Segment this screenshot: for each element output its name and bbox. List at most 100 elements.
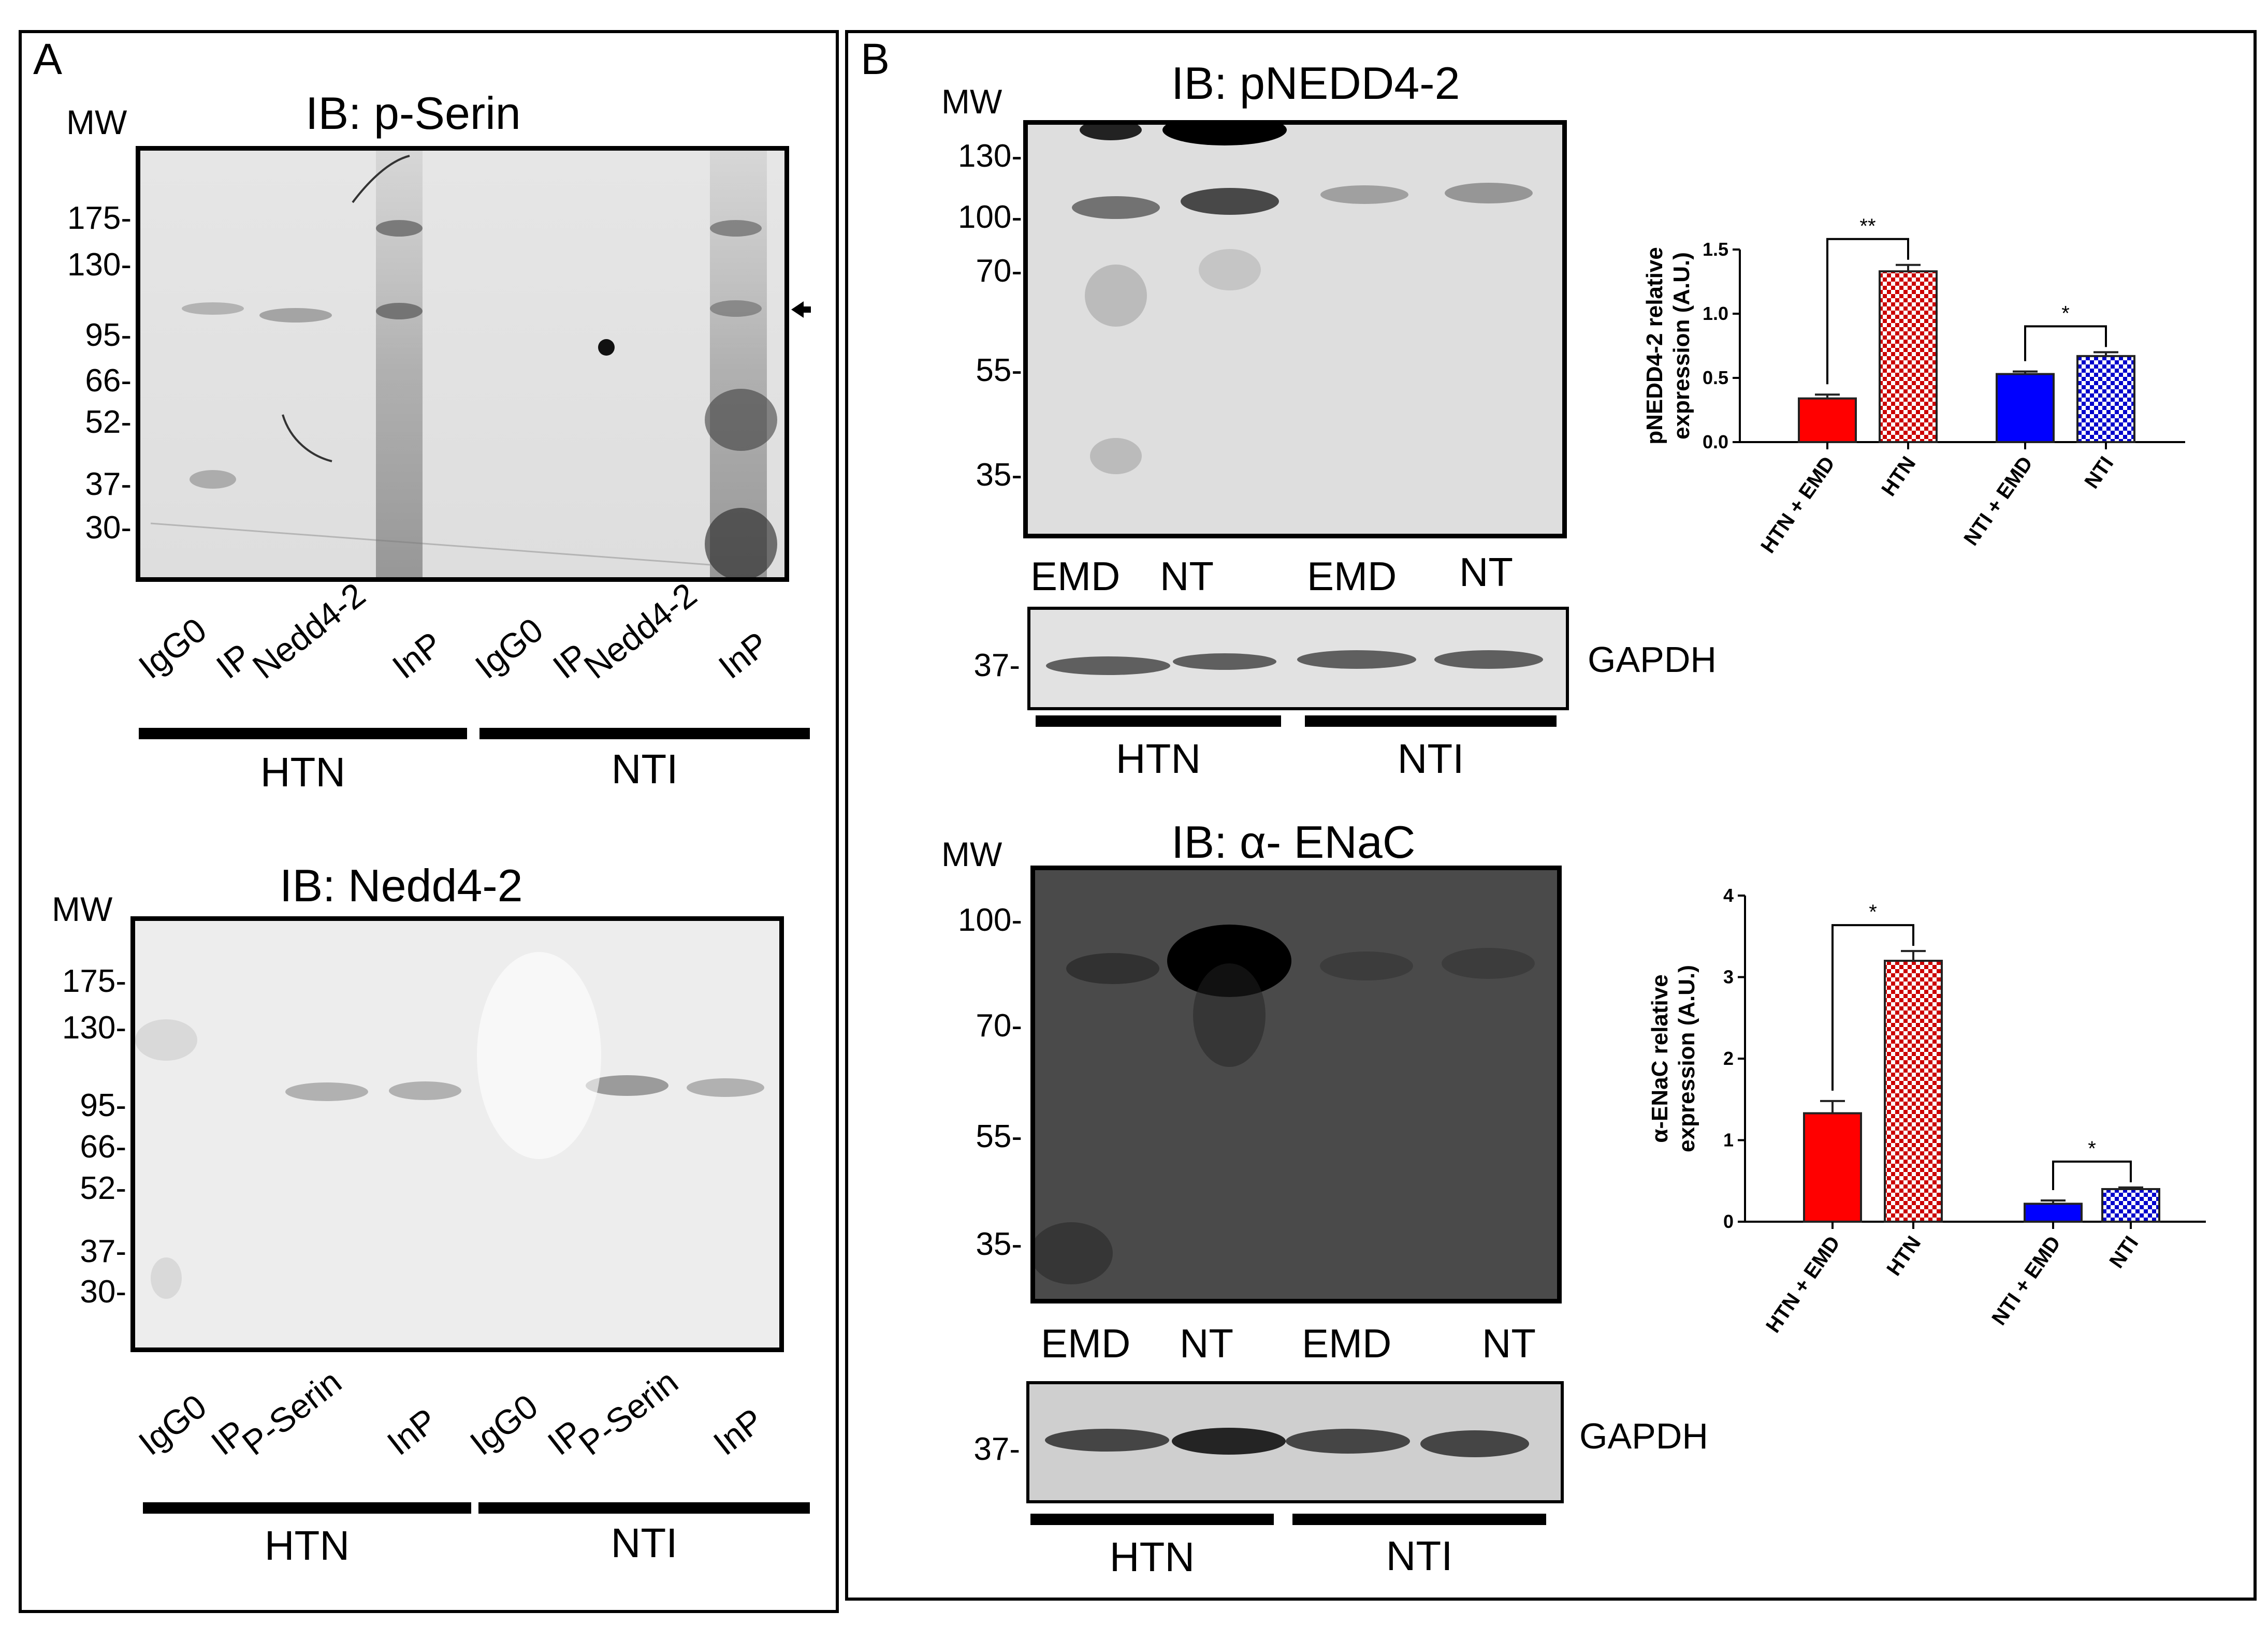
mw-tick-label: 130- bbox=[67, 247, 132, 283]
y-tick-label: 1.5 bbox=[1703, 239, 1728, 260]
gapdh-membrane-bottom bbox=[1026, 1381, 1564, 1503]
x-tick-label: NTI bbox=[2080, 452, 2118, 493]
mw-tick-label: 100- bbox=[957, 199, 1022, 235]
blot-b-bottom-mw-label: MW bbox=[941, 835, 1002, 873]
y-tick-label: 3 bbox=[1723, 966, 1734, 988]
blot-b-bottom-membrane bbox=[1030, 866, 1562, 1303]
mw-tick-label: 70- bbox=[976, 253, 1022, 289]
significance-label: * bbox=[2061, 302, 2070, 325]
significance-label: * bbox=[1869, 901, 1877, 924]
group-bar-htn-b-bottom bbox=[1030, 1514, 1274, 1525]
y-tick-label: 0.5 bbox=[1703, 367, 1728, 388]
column-label-nt: NT bbox=[1459, 549, 1513, 595]
column-label-emd: EMD bbox=[1030, 553, 1121, 599]
y-axis-label: pNEDD4-2 relativeexpression (A.U.) bbox=[1642, 247, 1694, 444]
y-tick-label: 1 bbox=[1723, 1130, 1734, 1151]
column-label-emd: EMD bbox=[1041, 1321, 1131, 1366]
x-tick-label: NTI bbox=[2105, 1232, 2143, 1272]
blot-b-bottom-bands bbox=[1035, 925, 1535, 1284]
significance-label: * bbox=[2088, 1137, 2096, 1160]
mw-tick-label: 30- bbox=[80, 1274, 126, 1310]
y-tick-label: 1.0 bbox=[1703, 303, 1728, 324]
bar bbox=[2076, 355, 2135, 443]
mw-tick-label: 37- bbox=[85, 466, 132, 502]
group-label-nti-bottom: NTI bbox=[610, 1520, 678, 1566]
mw-tick-label: 30- bbox=[85, 510, 132, 546]
enac-bar-chart: 0 1 2 3 4 α-ENaC relativeexpression (A.U.) HTN… bbox=[1647, 885, 2206, 1337]
mw-tick-label: 175- bbox=[67, 200, 132, 236]
mw-tick-label: 52- bbox=[80, 1170, 126, 1206]
group-bar-nti-b-top bbox=[1305, 715, 1557, 727]
blot-a-top-bands bbox=[150, 151, 777, 577]
gapdh-bands-top bbox=[1046, 650, 1543, 675]
gapdh-tick-bottom: 37- bbox=[973, 1431, 1020, 1467]
panel-b-label: B bbox=[861, 35, 890, 83]
y-tick-label: 0 bbox=[1723, 1211, 1734, 1232]
blot-b-bottom-title: IB: α- ENaC bbox=[1171, 816, 1416, 868]
mw-tick-label: 175- bbox=[62, 963, 126, 999]
mw-tick-label: 55- bbox=[976, 1119, 1022, 1154]
x-tick-label: HTN bbox=[1882, 1232, 1925, 1280]
group-label-nti-b-top: NTI bbox=[1397, 736, 1464, 782]
group-bar-nti-b-bottom bbox=[1292, 1514, 1546, 1525]
mw-tick-label: 66- bbox=[85, 363, 132, 399]
mw-tick-label: 35- bbox=[976, 1226, 1022, 1262]
x-tick-label: NTI + EMD bbox=[1959, 452, 2037, 550]
gapdh-tick: 37- bbox=[973, 648, 1020, 683]
bar bbox=[1996, 373, 2055, 443]
mw-tick-label: 100- bbox=[957, 902, 1022, 938]
group-label-htn: HTN bbox=[260, 749, 346, 795]
bar bbox=[1884, 960, 1943, 1223]
significance-bracket bbox=[2024, 325, 2107, 361]
bar bbox=[2101, 1188, 2160, 1223]
x-tick-label: HTN + EMD bbox=[1756, 452, 1839, 558]
bar bbox=[2024, 1203, 2083, 1223]
column-label-nt: NT bbox=[1180, 1321, 1233, 1366]
blot-a-bottom-title: IB: Nedd4-2 bbox=[280, 860, 523, 911]
blot-a-bottom-membrane bbox=[130, 916, 784, 1352]
significance-bracket bbox=[1826, 238, 1909, 385]
significance-bracket bbox=[1831, 924, 1914, 1091]
x-tick-label: HTN bbox=[1877, 452, 1920, 501]
group-bar-htn-b-top bbox=[1036, 715, 1281, 727]
mw-tick-label: 95- bbox=[80, 1088, 126, 1123]
blot-b-top-bands bbox=[1072, 125, 1533, 474]
mw-tick-label: 70- bbox=[976, 1008, 1022, 1044]
blot-b-top-membrane bbox=[1023, 120, 1567, 538]
group-label-nti-b-bottom: NTI bbox=[1386, 1533, 1453, 1579]
blot-a-top-title: IB: p-Serin bbox=[306, 87, 521, 139]
x-tick-label: NTI + EMD bbox=[1987, 1232, 2065, 1329]
gapdh-membrane-top bbox=[1027, 607, 1569, 710]
arrow-left-icon bbox=[791, 301, 811, 318]
group-label-htn-bottom: HTN bbox=[264, 1522, 350, 1569]
group-bar-htn bbox=[139, 728, 467, 739]
column-label-nt: NT bbox=[1482, 1321, 1536, 1366]
column-label-nt: NT bbox=[1160, 553, 1214, 599]
y-axis-label: α-ENaC relativeexpression (A.U.) bbox=[1647, 965, 1699, 1152]
mw-tick-label: 52- bbox=[85, 404, 132, 440]
bar bbox=[1803, 1112, 1862, 1223]
column-label-emd: EMD bbox=[1307, 553, 1397, 599]
mw-tick-label: 66- bbox=[80, 1129, 126, 1165]
y-tick-label: 2 bbox=[1723, 1048, 1734, 1069]
x-tick-label: HTN + EMD bbox=[1762, 1232, 1844, 1337]
panel-a-label: A bbox=[33, 35, 63, 83]
blot-a-bottom-mw-label: MW bbox=[52, 890, 113, 928]
blot-a-bottom-bands bbox=[135, 952, 764, 1299]
blot-a-top-mw-label: MW bbox=[66, 103, 127, 141]
blot-b-top-mw-label: MW bbox=[941, 82, 1002, 121]
group-label-htn-b-top: HTN bbox=[1115, 736, 1201, 782]
gapdh-bands-bottom bbox=[1045, 1428, 1529, 1457]
group-bar-htn-bottom bbox=[143, 1502, 471, 1514]
mw-tick-label: 95- bbox=[85, 317, 132, 353]
mw-tick-label: 35- bbox=[976, 457, 1022, 493]
y-tick-label: 0.0 bbox=[1703, 431, 1728, 452]
bar bbox=[1798, 397, 1857, 443]
blot-a-top-membrane bbox=[136, 146, 789, 582]
gapdh-label: GAPDH bbox=[1588, 639, 1717, 680]
blot-b-top-title: IB: pNEDD4-2 bbox=[1171, 57, 1460, 109]
significance-bracket bbox=[2052, 1160, 2132, 1191]
bar bbox=[1879, 270, 1938, 443]
mw-tick-label: 130- bbox=[62, 1010, 126, 1046]
column-label-emd: EMD bbox=[1302, 1321, 1392, 1366]
